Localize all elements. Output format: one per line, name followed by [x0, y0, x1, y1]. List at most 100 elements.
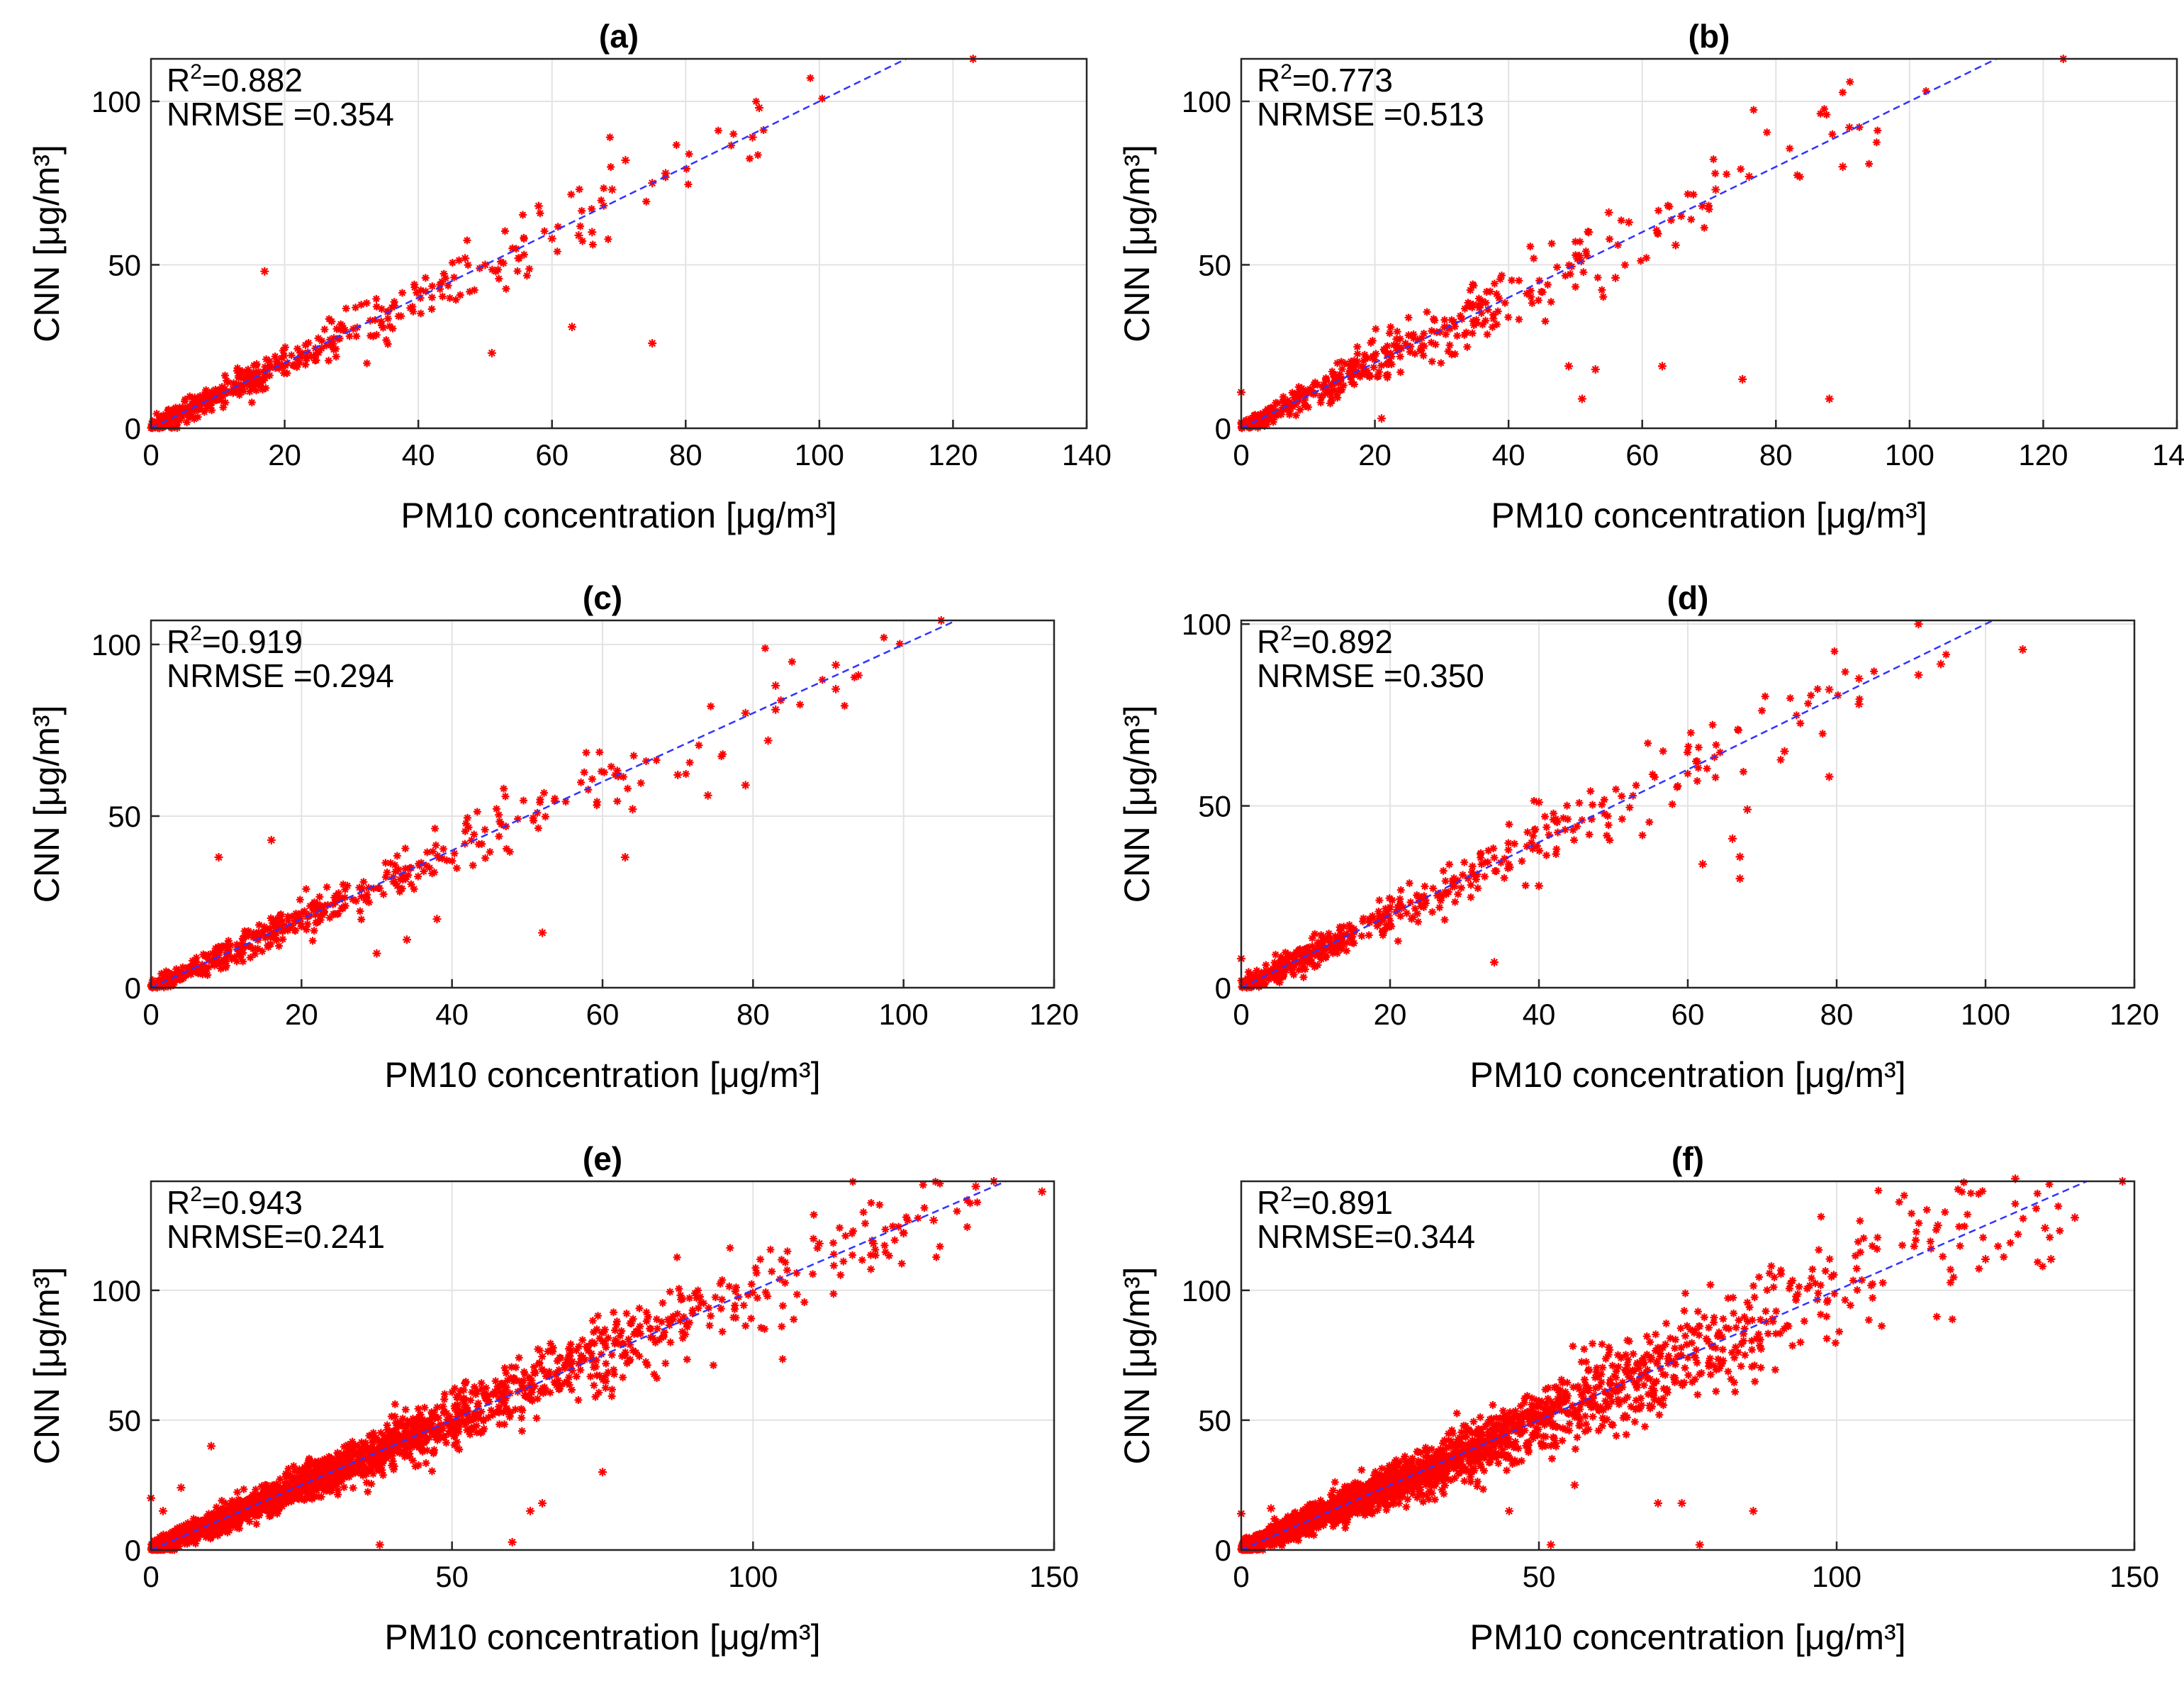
data-point [1761, 692, 1769, 701]
data-point [646, 1325, 655, 1333]
data-point [1586, 787, 1595, 796]
data-point [391, 1419, 400, 1427]
data-point [461, 827, 469, 835]
data-point [192, 406, 201, 415]
data-point [1552, 845, 1561, 854]
data-point [1384, 357, 1393, 365]
data-point [422, 287, 430, 296]
data-point [310, 1468, 318, 1477]
data-point [549, 1344, 557, 1352]
data-point [403, 1449, 412, 1458]
data-point [1394, 937, 1402, 945]
data-point [495, 274, 503, 283]
data-point [1440, 316, 1449, 324]
data-point [599, 1376, 607, 1384]
data-point [810, 1234, 818, 1243]
data-point-outlier [755, 104, 763, 113]
data-point [215, 1506, 223, 1515]
data-point [248, 1509, 257, 1517]
data-point [518, 1406, 527, 1415]
data-point [1566, 270, 1574, 279]
data-point [1461, 304, 1469, 313]
data-point [1347, 934, 1355, 942]
data-point [1494, 307, 1502, 316]
data-point [567, 1346, 576, 1355]
data-point [597, 767, 605, 776]
scatter-points [1237, 1174, 2127, 1554]
data-point [1428, 908, 1437, 916]
x-tick-label: 100 [795, 438, 844, 472]
data-point [554, 223, 562, 231]
data-point [649, 1334, 657, 1342]
data-point [461, 1378, 470, 1386]
data-point [1712, 1387, 1720, 1395]
data-point [233, 364, 242, 372]
data-point [688, 1309, 697, 1317]
identity-line [150, 57, 907, 430]
data-point [314, 348, 323, 357]
data-point [379, 1459, 387, 1468]
data-point [181, 971, 190, 980]
data-point [1393, 341, 1401, 350]
data-point [593, 1371, 601, 1380]
data-point [1515, 315, 1523, 323]
data-point-outlier [1564, 362, 1573, 371]
data-point [275, 1502, 284, 1511]
data-point [850, 673, 858, 681]
data-point [607, 1385, 616, 1394]
data-point [651, 1338, 660, 1346]
data-point [1365, 931, 1373, 939]
data-point [302, 885, 310, 893]
data-point [1828, 130, 1837, 138]
data-point [502, 284, 510, 293]
data-point [323, 883, 331, 891]
data-point-outlier [1738, 374, 1747, 384]
data-point [362, 299, 371, 307]
data-point [607, 1351, 616, 1359]
data-point [230, 1516, 238, 1524]
data-point [541, 813, 549, 821]
data-point [1396, 886, 1405, 894]
data-point [225, 388, 233, 396]
data-point [310, 1486, 318, 1495]
data-point [680, 1312, 688, 1321]
data-point [482, 1383, 491, 1392]
data-point [1444, 347, 1452, 355]
data-point [270, 1488, 279, 1497]
data-point [162, 979, 170, 988]
data-point [258, 385, 267, 394]
r2-annotation: R2=0.773 [1257, 60, 1393, 99]
data-point [354, 1456, 363, 1465]
r2-annotation: R2=0.882 [167, 60, 303, 99]
data-point-outlier [1591, 365, 1600, 374]
data-point [326, 1481, 335, 1489]
data-point [382, 336, 391, 345]
data-point [293, 355, 301, 364]
data-point [477, 1407, 486, 1416]
data-point [1467, 868, 1476, 876]
data-point [1526, 242, 1535, 251]
data-point [1642, 254, 1651, 262]
data-point [1457, 883, 1466, 892]
data-point [381, 1439, 389, 1448]
data-point [1483, 330, 1491, 339]
panel-title: (b) [1689, 18, 1730, 55]
data-point [597, 196, 605, 205]
data-point [1816, 109, 1825, 118]
data-point [1294, 383, 1303, 391]
data-point [245, 369, 253, 377]
data-point [374, 1447, 383, 1456]
data-point [266, 1510, 274, 1518]
data-point [164, 415, 173, 423]
data-point [1269, 418, 1277, 426]
data-point [295, 1468, 303, 1476]
data-point [529, 816, 537, 825]
data-point [500, 1364, 509, 1372]
data-point [461, 819, 470, 827]
data-point [629, 1315, 637, 1323]
data-point [388, 1449, 397, 1458]
data-point [1644, 739, 1652, 747]
data-point [1478, 320, 1486, 329]
data-point [768, 1267, 776, 1276]
data-point [1613, 241, 1622, 250]
